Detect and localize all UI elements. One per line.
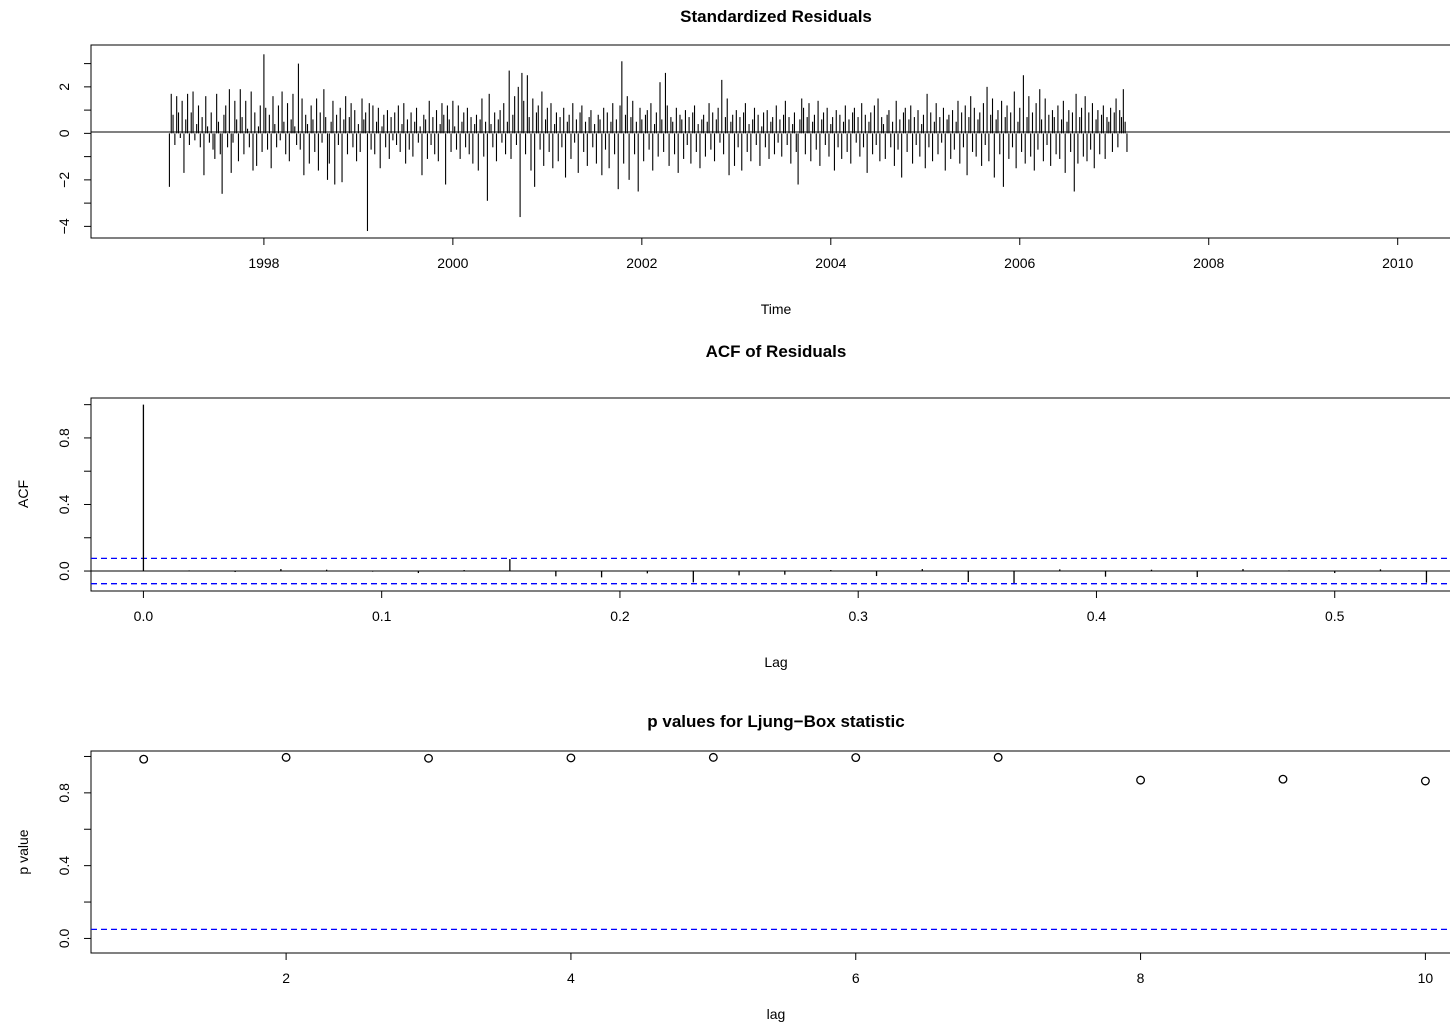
- residuals-plot-frame: [90, 44, 1450, 239]
- p-value-point: [1278, 774, 1288, 784]
- residuals-title: Standardized Residuals: [680, 7, 872, 26]
- residuals-x-label: Time: [761, 301, 792, 317]
- ljung-box-y-label: p value: [15, 829, 31, 874]
- p-value-point: [566, 753, 576, 763]
- x-tick-label: 2004: [815, 255, 846, 271]
- y-tick-label: 2: [56, 83, 72, 91]
- x-tick-label: 0.2: [610, 608, 630, 624]
- x-tick-label: 6: [852, 970, 860, 986]
- acf-y-label: ACF: [15, 480, 31, 508]
- x-tick-label: 0.0: [134, 608, 154, 624]
- p-value-point: [851, 753, 861, 763]
- ljung-box-x-label: lag: [767, 1006, 786, 1022]
- ljung-box-x-axis: 2 4 6 8 10: [282, 953, 1433, 986]
- acf-x-axis: 0.0 0.1 0.2 0.3 0.4 0.5: [134, 591, 1345, 624]
- x-tick-label: 2: [282, 970, 290, 986]
- x-tick-label: 1998: [248, 255, 279, 271]
- acf-plot-frame: [90, 397, 1450, 592]
- ljung-box-plot-frame: [90, 750, 1450, 954]
- x-tick-label: 0.1: [372, 608, 392, 624]
- x-tick-label: 2000: [437, 255, 468, 271]
- acf-y-axis: 0.0 0.4 0.8: [56, 404, 91, 581]
- p-value-point: [424, 753, 433, 763]
- y-tick-label: 0.8: [56, 783, 72, 803]
- x-tick-label: 2010: [1382, 255, 1413, 271]
- y-tick-label: 0.8: [56, 428, 72, 448]
- residuals-panel: Standardized Residuals 1998 2000 2002 2004 2…: [56, 7, 1450, 317]
- y-tick-label: 0.4: [56, 495, 72, 515]
- y-tick-label: −2: [56, 172, 72, 188]
- p-value-point: [1420, 776, 1430, 786]
- x-tick-label: 0.3: [848, 608, 868, 624]
- p-value-point: [281, 752, 291, 762]
- ljung-box-y-axis: 0.0 0.4 0.8: [56, 755, 91, 949]
- acf-confidence-bounds: [91, 557, 1450, 585]
- p-value-point: [993, 752, 1003, 762]
- residuals-bars: [168, 54, 1128, 232]
- residuals-x-axis: 1998 2000 2002 2004 2006 2008 2010: [248, 238, 1413, 271]
- acf-title: ACF of Residuals: [706, 342, 847, 361]
- x-tick-label: 2006: [1004, 255, 1035, 271]
- x-tick-label: 2002: [626, 255, 657, 271]
- p-value-point: [1136, 775, 1146, 785]
- y-tick-label: 0.0: [56, 561, 72, 581]
- x-tick-label: 10: [1418, 970, 1434, 986]
- y-tick-label: 0.0: [56, 929, 72, 949]
- acf-bars: [91, 404, 1450, 584]
- y-tick-label: 0.4: [56, 856, 72, 876]
- x-tick-label: 0.4: [1087, 608, 1107, 624]
- y-tick-label: −4: [56, 218, 72, 234]
- x-tick-label: 2008: [1193, 255, 1224, 271]
- acf-panel: ACF of Residuals 0.0 0.1 0.2 0.3 0.4 0.5 0.00…: [15, 342, 1450, 670]
- y-tick-label: 0: [56, 129, 72, 137]
- p-value-point: [139, 754, 149, 764]
- residuals-y-axis: −4 −2 0 2: [56, 63, 91, 234]
- acf-x-label: Lag: [764, 654, 787, 670]
- x-tick-label: 0.5: [1325, 608, 1345, 624]
- ljung-box-title: p values for Ljung−Box statistic: [647, 712, 904, 731]
- ljung-box-points: [139, 752, 1430, 786]
- x-tick-label: 4: [567, 970, 575, 986]
- x-tick-label: 8: [1137, 970, 1145, 986]
- p-value-point: [708, 752, 718, 762]
- ljung-box-panel: p values for Ljung−Box statistic 2 4 6 8 10 …: [15, 712, 1450, 1022]
